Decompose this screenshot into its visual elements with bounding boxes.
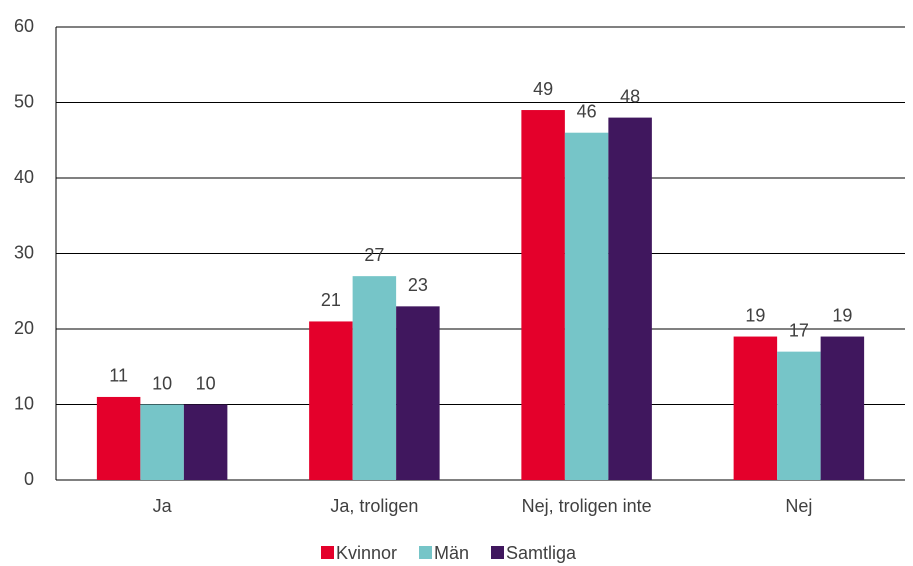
legend-swatch [321, 546, 334, 559]
y-tick-label: 50 [14, 91, 34, 111]
bar [820, 336, 865, 480]
data-label: 21 [321, 290, 341, 310]
bar [96, 396, 141, 480]
x-tick-label: Ja [153, 496, 173, 516]
y-tick-label: 40 [14, 167, 34, 187]
bar [777, 351, 821, 480]
legend-label: Samtliga [506, 543, 577, 563]
bar [352, 276, 397, 480]
data-label: 27 [364, 245, 384, 265]
data-label: 17 [789, 320, 809, 340]
bar [140, 404, 184, 480]
x-tick-label: Nej [785, 496, 812, 516]
data-label: 49 [533, 79, 553, 99]
legend-label: Män [434, 543, 469, 563]
data-label: 23 [408, 275, 428, 295]
data-label: 10 [196, 373, 216, 393]
x-tick-label: Nej, troligen inte [522, 496, 652, 516]
bar [608, 117, 652, 480]
data-label: 46 [577, 101, 597, 121]
bar [564, 132, 609, 480]
data-label: 19 [832, 305, 852, 325]
bar [521, 110, 565, 481]
x-tick-label: Ja, troligen [330, 496, 418, 516]
y-tick-label: 20 [14, 318, 34, 338]
legend-swatch [419, 546, 432, 559]
data-label: 48 [620, 86, 640, 106]
data-label: 19 [745, 305, 765, 325]
legend-swatch [491, 546, 504, 559]
y-tick-label: 0 [24, 469, 34, 489]
bar [733, 336, 778, 480]
data-label: 10 [152, 373, 172, 393]
data-label: 11 [109, 366, 128, 386]
bar [309, 321, 353, 480]
bar [183, 404, 228, 480]
y-tick-label: 10 [14, 393, 34, 413]
legend-label: Kvinnor [336, 543, 397, 563]
bar [396, 306, 440, 480]
y-tick-label: 30 [14, 242, 34, 262]
y-tick-label: 60 [14, 16, 34, 36]
